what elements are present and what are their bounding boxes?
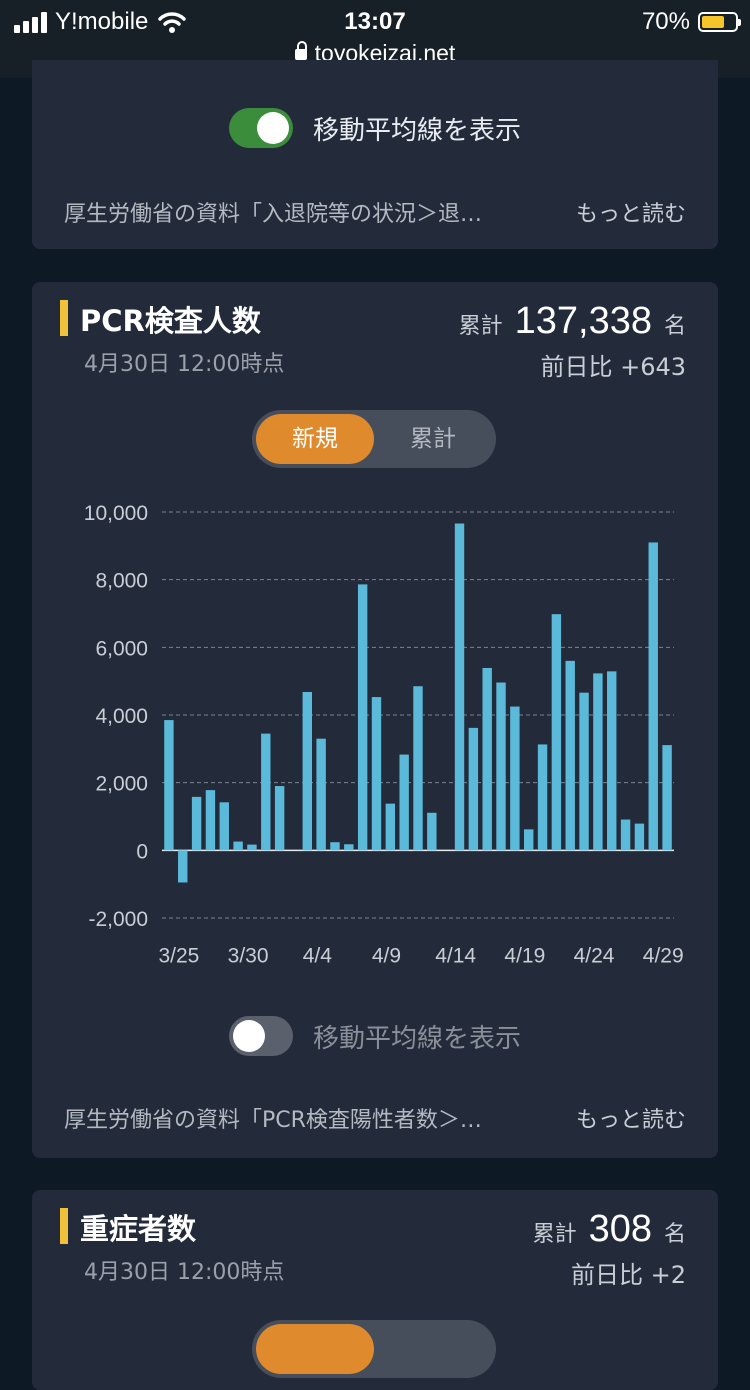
new-cumulative-switch[interactable]: 新規 累計	[252, 410, 496, 468]
bar-3/26[interactable]	[178, 850, 188, 883]
x-tick-label: 3/25	[158, 944, 199, 967]
bar-4/12[interactable]	[413, 686, 423, 851]
moving-average-toggle[interactable]	[228, 1016, 293, 1056]
total-value: 137,338	[514, 300, 652, 342]
bar-4/13[interactable]	[427, 812, 437, 851]
x-tick-label: 3/30	[228, 944, 269, 967]
bar-4/20[interactable]	[523, 829, 534, 851]
lock-icon	[294, 41, 307, 60]
toggle-knob	[232, 1020, 265, 1052]
total-unit: 名	[663, 1222, 686, 1247]
card-title: PCR検査人数	[80, 304, 261, 338]
bar-4/26[interactable]	[607, 671, 617, 851]
bar-4/27[interactable]	[620, 819, 631, 851]
day-over-day: 前日比 +2	[570, 1261, 686, 1289]
total-label: 累計	[458, 314, 503, 339]
bar-4/9[interactable]	[371, 697, 382, 851]
title-accent-bar	[60, 1208, 68, 1244]
bar-4/2[interactable]	[274, 786, 285, 851]
bar-4/7[interactable]	[344, 844, 354, 851]
tab-new[interactable]	[256, 1324, 374, 1374]
x-tick-label: 4/24	[574, 944, 615, 967]
bar-4/22[interactable]	[551, 614, 562, 851]
bar-4/15[interactable]	[454, 523, 465, 851]
card-date: 4月30日 12:00時点	[84, 352, 285, 377]
tab-new[interactable]: 新規	[256, 414, 374, 464]
x-tick-label: 4/29	[643, 944, 684, 967]
totals: 累計 137,338 名 前日比 +643	[459, 300, 686, 382]
day-over-day: 前日比 +643	[540, 353, 686, 381]
read-more-link[interactable]: もっと読む	[575, 1108, 686, 1133]
moving-average-label: 移動平均線を表示	[312, 1023, 521, 1054]
y-tick-label: 10,000	[84, 502, 148, 525]
moving-average-toggle-row[interactable]: 移動平均線を表示	[32, 1016, 718, 1056]
bar-4/25[interactable]	[593, 673, 603, 851]
bar-4/5[interactable]	[316, 738, 326, 851]
bar-4/30[interactable]	[662, 745, 672, 851]
bar-3/30[interactable]	[233, 841, 243, 851]
signal-icon	[14, 11, 47, 33]
toggle-knob	[256, 112, 289, 144]
bar-4/28[interactable]	[634, 823, 645, 851]
source-row: 厚生労働省の資料「PCR検査陽性者数＞… もっと読む	[64, 1102, 686, 1134]
card-pcr-tests: PCR検査人数 4月30日 12:00時点 累計 137,338 名 前日比 +…	[32, 282, 718, 1158]
x-tick-label: 4/4	[303, 944, 333, 967]
tab-cumulative[interactable]: 累計	[410, 426, 456, 452]
total-unit: 名	[663, 314, 686, 339]
status-left: Y!mobile	[14, 8, 187, 36]
bar-4/10[interactable]	[385, 803, 396, 851]
bar-4/29[interactable]	[648, 542, 658, 851]
bar-4/16[interactable]	[468, 727, 479, 851]
total-value: 308	[588, 1208, 652, 1250]
bar-3/27[interactable]	[191, 796, 202, 851]
card-discharged: 移動平均線を表示 厚生労働省の資料「入退院等の状況＞退… もっと読む	[32, 60, 718, 249]
bar-4/1[interactable]	[261, 733, 271, 851]
bar-4/19[interactable]	[510, 706, 520, 851]
carrier-name: Y!mobile	[55, 8, 149, 35]
moving-average-toggle-row[interactable]: 移動平均線を表示	[32, 108, 718, 148]
wifi-icon	[158, 12, 187, 33]
bar-3/25[interactable]	[164, 720, 174, 851]
x-tick-label: 4/19	[504, 944, 545, 967]
card-severe-cases: 重症者数 4月30日 12:00時点 累計 308 名 前日比 +2	[32, 1190, 718, 1390]
bar-4/11[interactable]	[399, 754, 409, 851]
bar-4/6[interactable]	[330, 842, 340, 851]
bar-4/21[interactable]	[537, 744, 548, 851]
y-tick-label: 8,000	[95, 570, 148, 593]
source-text: 厚生労働省の資料「入退院等の状況＞退…	[64, 202, 483, 227]
moving-average-label: 移動平均線を表示	[312, 115, 521, 146]
title-accent-bar	[60, 300, 68, 336]
bar-3/31[interactable]	[247, 844, 257, 851]
total-label: 累計	[532, 1222, 577, 1247]
bar-4/8[interactable]	[357, 584, 368, 851]
source-text: 厚生労働省の資料「PCR検査陽性者数＞…	[64, 1108, 482, 1133]
y-tick-label: 4,000	[95, 705, 148, 728]
bar-4/24[interactable]	[579, 692, 589, 851]
read-more-link[interactable]: もっと読む	[575, 202, 686, 227]
card-date: 4月30日 12:00時点	[84, 1260, 285, 1285]
bar-4/17[interactable]	[482, 667, 492, 851]
y-tick-label: 0	[136, 840, 148, 863]
pcr-bar-chart: 10,000 8,000 6,000 4,000 2,000 0 -2,000 3/25 3/3…	[84, 502, 684, 967]
y-tick-label: 6,000	[95, 637, 148, 660]
x-tick-label: 4/14	[435, 944, 476, 967]
bar-3/29[interactable]	[219, 802, 229, 851]
totals: 累計 308 名 前日比 +2	[533, 1208, 686, 1290]
battery-percent: 70%	[641, 8, 690, 35]
bar-4/4[interactable]	[302, 691, 313, 851]
bar-4/18[interactable]	[496, 682, 506, 851]
battery-icon	[698, 12, 741, 32]
card-title: 重症者数	[80, 1212, 197, 1246]
status-time: 13:07	[344, 8, 406, 35]
status-right: 70%	[641, 8, 741, 36]
new-cumulative-switch[interactable]	[252, 1320, 496, 1378]
bar-4/23[interactable]	[565, 660, 575, 851]
bar-3/28[interactable]	[205, 790, 216, 851]
moving-average-toggle[interactable]	[228, 108, 293, 148]
y-tick-label: -2,000	[88, 908, 148, 931]
x-tick-label: 4/9	[372, 944, 401, 967]
y-tick-label: 2,000	[95, 773, 148, 796]
source-row: 厚生労働省の資料「入退院等の状況＞退… もっと読む	[64, 196, 686, 228]
